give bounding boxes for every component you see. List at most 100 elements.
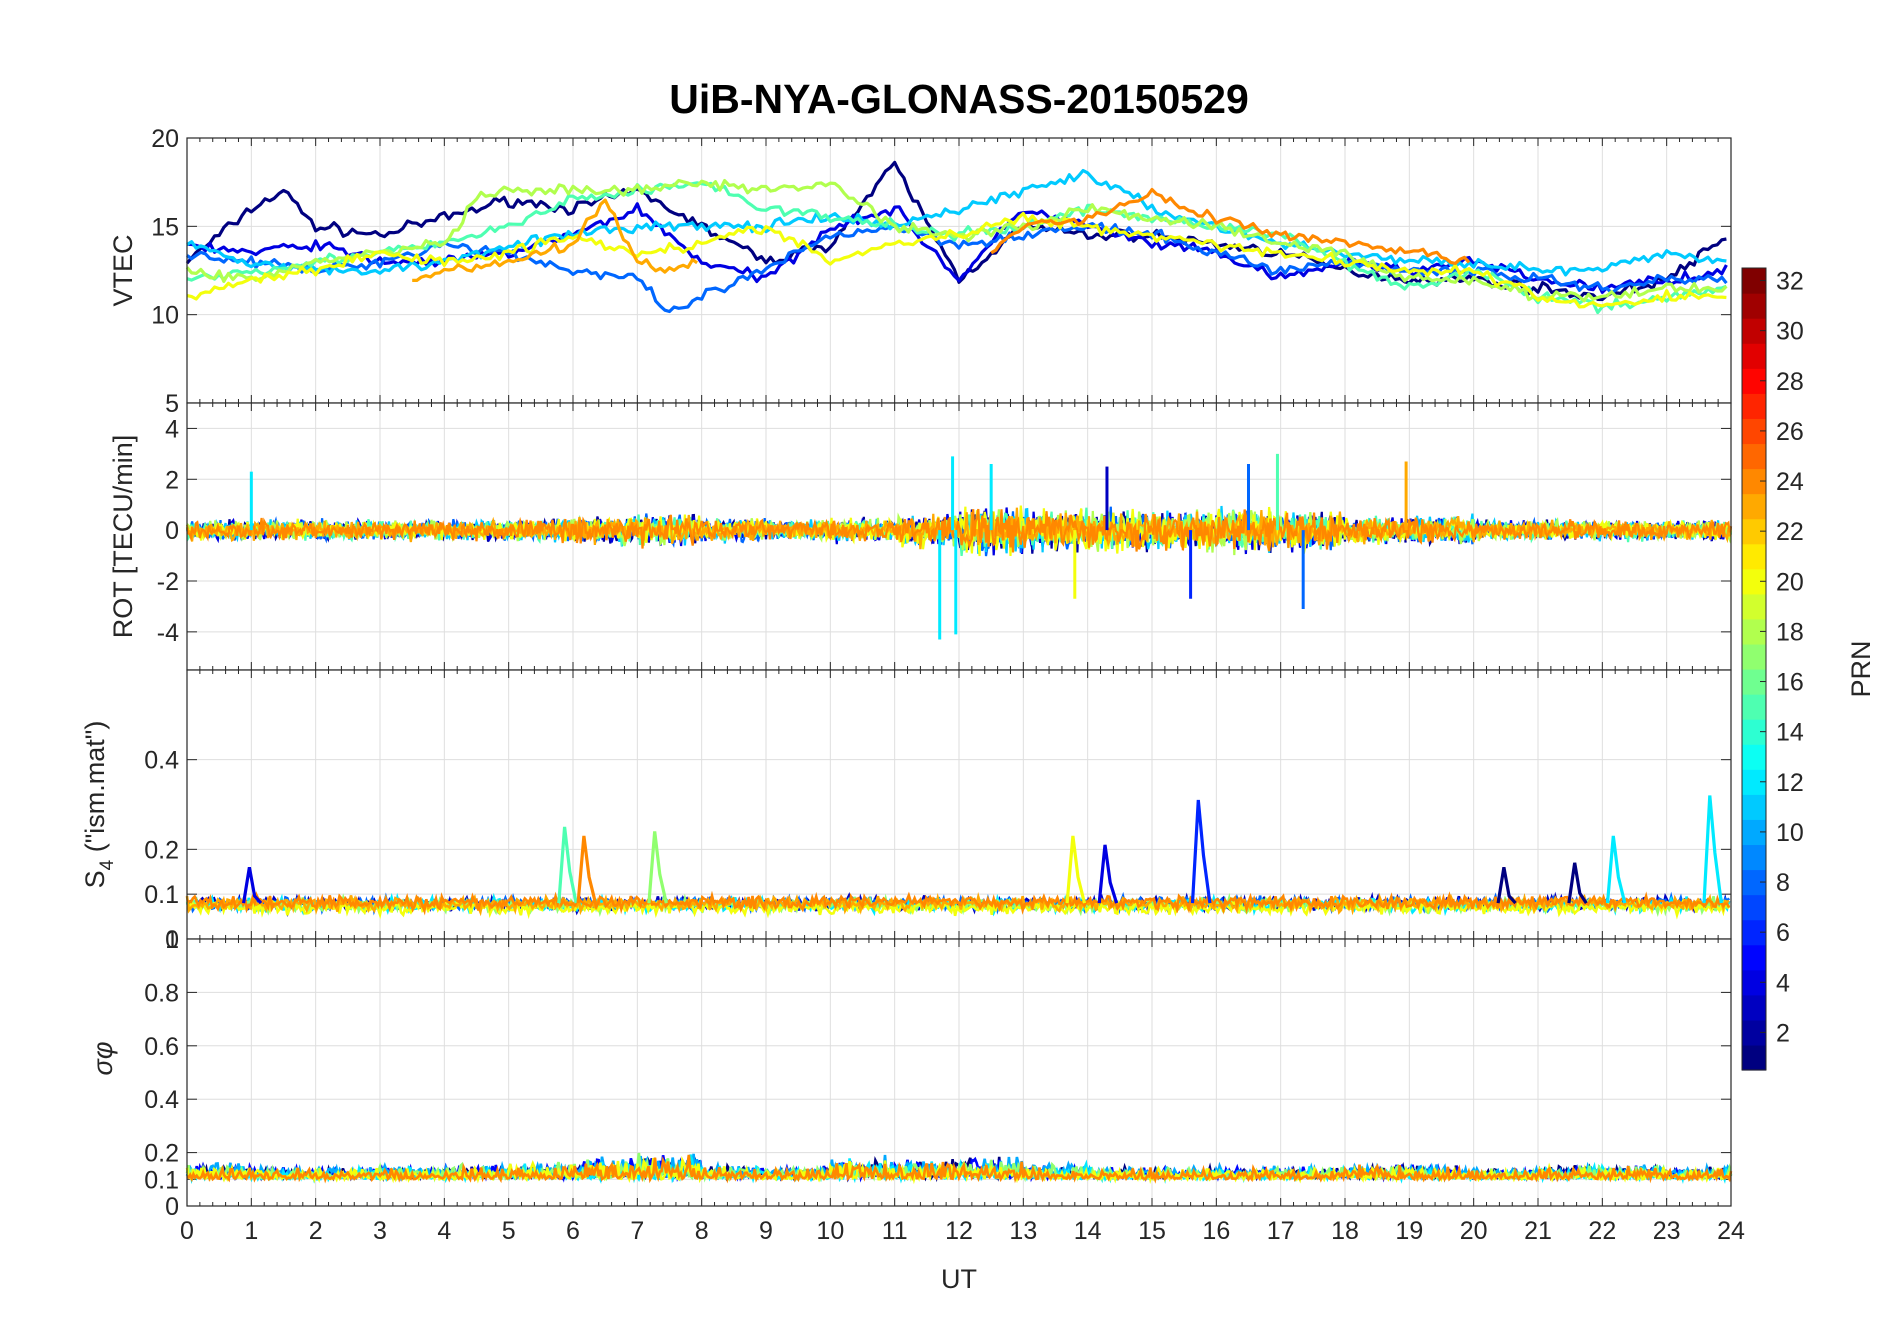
colorbar-segment	[1742, 393, 1766, 419]
colorbar-tick-label: 4	[1776, 969, 1790, 997]
s4-spike	[242, 867, 263, 905]
x-tick-label: 15	[1138, 1217, 1166, 1245]
colorbar-segment	[1742, 443, 1766, 470]
x-tick-label: 11	[882, 1217, 908, 1245]
colorbar-tick-label: 32	[1776, 268, 1804, 296]
y-tick-label: 0.4	[144, 747, 179, 775]
y-tick-label: 0.2	[144, 836, 179, 864]
y-tick-label: 0.2	[144, 1140, 179, 1168]
series-group-s4	[185, 795, 1731, 920]
colorbar-tick-label: 30	[1776, 318, 1804, 346]
x-tick-label: 23	[1653, 1217, 1681, 1245]
axes-frame-sigma	[186, 938, 1732, 1207]
x-tick-label: 5	[502, 1217, 516, 1245]
y-axis-label-rot: ROT [TECU/min]	[108, 435, 138, 639]
colorbar-tick-label: 22	[1776, 518, 1804, 546]
panel-vtec: 5 10 15 20 VTEC	[108, 125, 1732, 418]
vtec-series-prn-1	[185, 160, 1727, 302]
colorbar-tick-label: 8	[1776, 869, 1790, 897]
series-group-rot	[185, 453, 1733, 640]
s4-spike	[1496, 867, 1517, 905]
x-tick-label: 10	[816, 1217, 844, 1245]
s4-spike	[576, 835, 598, 904]
series-group-vtec	[185, 160, 1728, 315]
y-tick-label: -2	[157, 568, 179, 596]
colorbar-segment	[1742, 994, 1766, 1021]
y-tick-label: 0	[165, 926, 179, 954]
s4-spike	[1097, 844, 1119, 904]
y-tick-label: 1	[165, 926, 179, 954]
colorbar-segment	[1742, 944, 1766, 971]
x-tick-label: 12	[945, 1217, 973, 1245]
colorbar-tick-label: 14	[1776, 719, 1804, 747]
x-tick-label: 13	[1009, 1217, 1037, 1245]
y-tick-label: 10	[151, 302, 179, 330]
colorbar-segment	[1742, 643, 1766, 670]
colorbar-segment	[1742, 694, 1766, 720]
y-tick-label: 0.1	[144, 881, 179, 909]
series-group-sigma	[185, 1152, 1733, 1185]
y-axis-label-s4: S4 ("ism.mat")	[80, 721, 118, 889]
y-tick-label: 0.1	[144, 1166, 179, 1194]
x-tick-label: 22	[1588, 1217, 1616, 1245]
y-tick-label: 0.8	[144, 979, 179, 1007]
y-tick-label: 2	[165, 466, 179, 494]
y-tick-label: 20	[151, 125, 179, 153]
colorbar-label: PRN	[1846, 640, 1876, 697]
x-tick-label: 6	[566, 1217, 580, 1245]
colorbar-segment	[1742, 894, 1766, 921]
y-tick-label: 15	[151, 213, 179, 241]
vtec-series-prn-20	[186, 211, 1727, 309]
y-axis-label-sigma: σφ	[88, 1042, 118, 1076]
x-tick-label: 0	[180, 1217, 194, 1245]
chart-title: UiB-NYA-GLONASS-20150529	[669, 76, 1249, 122]
x-tick-label: 2	[309, 1217, 323, 1245]
colorbar-tick-label: 28	[1776, 368, 1804, 396]
colorbar-tick-label: 10	[1776, 819, 1804, 847]
y-tick-label: 4	[165, 415, 179, 443]
y-tick-label: 0	[165, 517, 179, 545]
vtec-series-prn-24	[990, 187, 1471, 265]
y-tick-label: 5	[165, 390, 179, 418]
vtec-series-prn-23	[412, 198, 698, 282]
colorbar-frame	[1741, 267, 1767, 1071]
s4-spike	[1567, 862, 1588, 904]
y-axis-label-s4-main: S	[80, 870, 110, 888]
s4-spike	[1605, 835, 1627, 904]
x-tick-label: 24	[1717, 1217, 1745, 1245]
x-tick-label: 16	[1202, 1217, 1230, 1245]
colorbar-segment	[1742, 744, 1766, 770]
y-tick-label: -4	[157, 619, 179, 647]
y-axis-label-s4-rest: ("ism.mat")	[80, 721, 110, 860]
x-axis-label: UT	[941, 1264, 977, 1294]
colorbar-tick-label: 20	[1776, 568, 1804, 596]
panel-s4: 0 0.1 0.2 0.4 S4 ("ism.mat")	[80, 669, 1732, 954]
x-tick-label: 9	[759, 1217, 773, 1245]
y-tick-label: 0.4	[144, 1086, 179, 1114]
colorbar-tick-label: 16	[1776, 669, 1804, 697]
colorbar-tick-label: 6	[1776, 919, 1790, 947]
s4-spike	[647, 831, 668, 904]
x-tick-label: 1	[244, 1217, 258, 1245]
x-tick-label: 3	[373, 1217, 387, 1245]
colorbar-segment	[1742, 343, 1766, 369]
x-tick-label: 21	[1524, 1217, 1552, 1245]
colorbar-segment	[1742, 844, 1766, 871]
panel-rot: -4 -2 0 2 4 ROT [TECU/min]	[108, 402, 1733, 671]
s4-series-prn-24	[186, 890, 1731, 916]
x-tick-label: 14	[1074, 1217, 1102, 1245]
colorbar-tick-label: 12	[1776, 769, 1804, 797]
colorbar-tick-label: 24	[1776, 468, 1804, 496]
colorbar-segment	[1742, 1044, 1766, 1071]
s4-spike	[557, 826, 578, 904]
colorbar-tick-label: 18	[1776, 618, 1804, 646]
y-axis-label-s4-sub: 4	[97, 859, 118, 870]
y-axis-label-vtec: VTEC	[108, 234, 138, 306]
colorbar-segment	[1742, 593, 1766, 620]
x-tick-label: 20	[1460, 1217, 1488, 1245]
sigma-series-prn-24	[186, 1154, 1733, 1184]
s4-spike	[1190, 799, 1212, 904]
colorbar-tick-label: 26	[1776, 418, 1804, 446]
